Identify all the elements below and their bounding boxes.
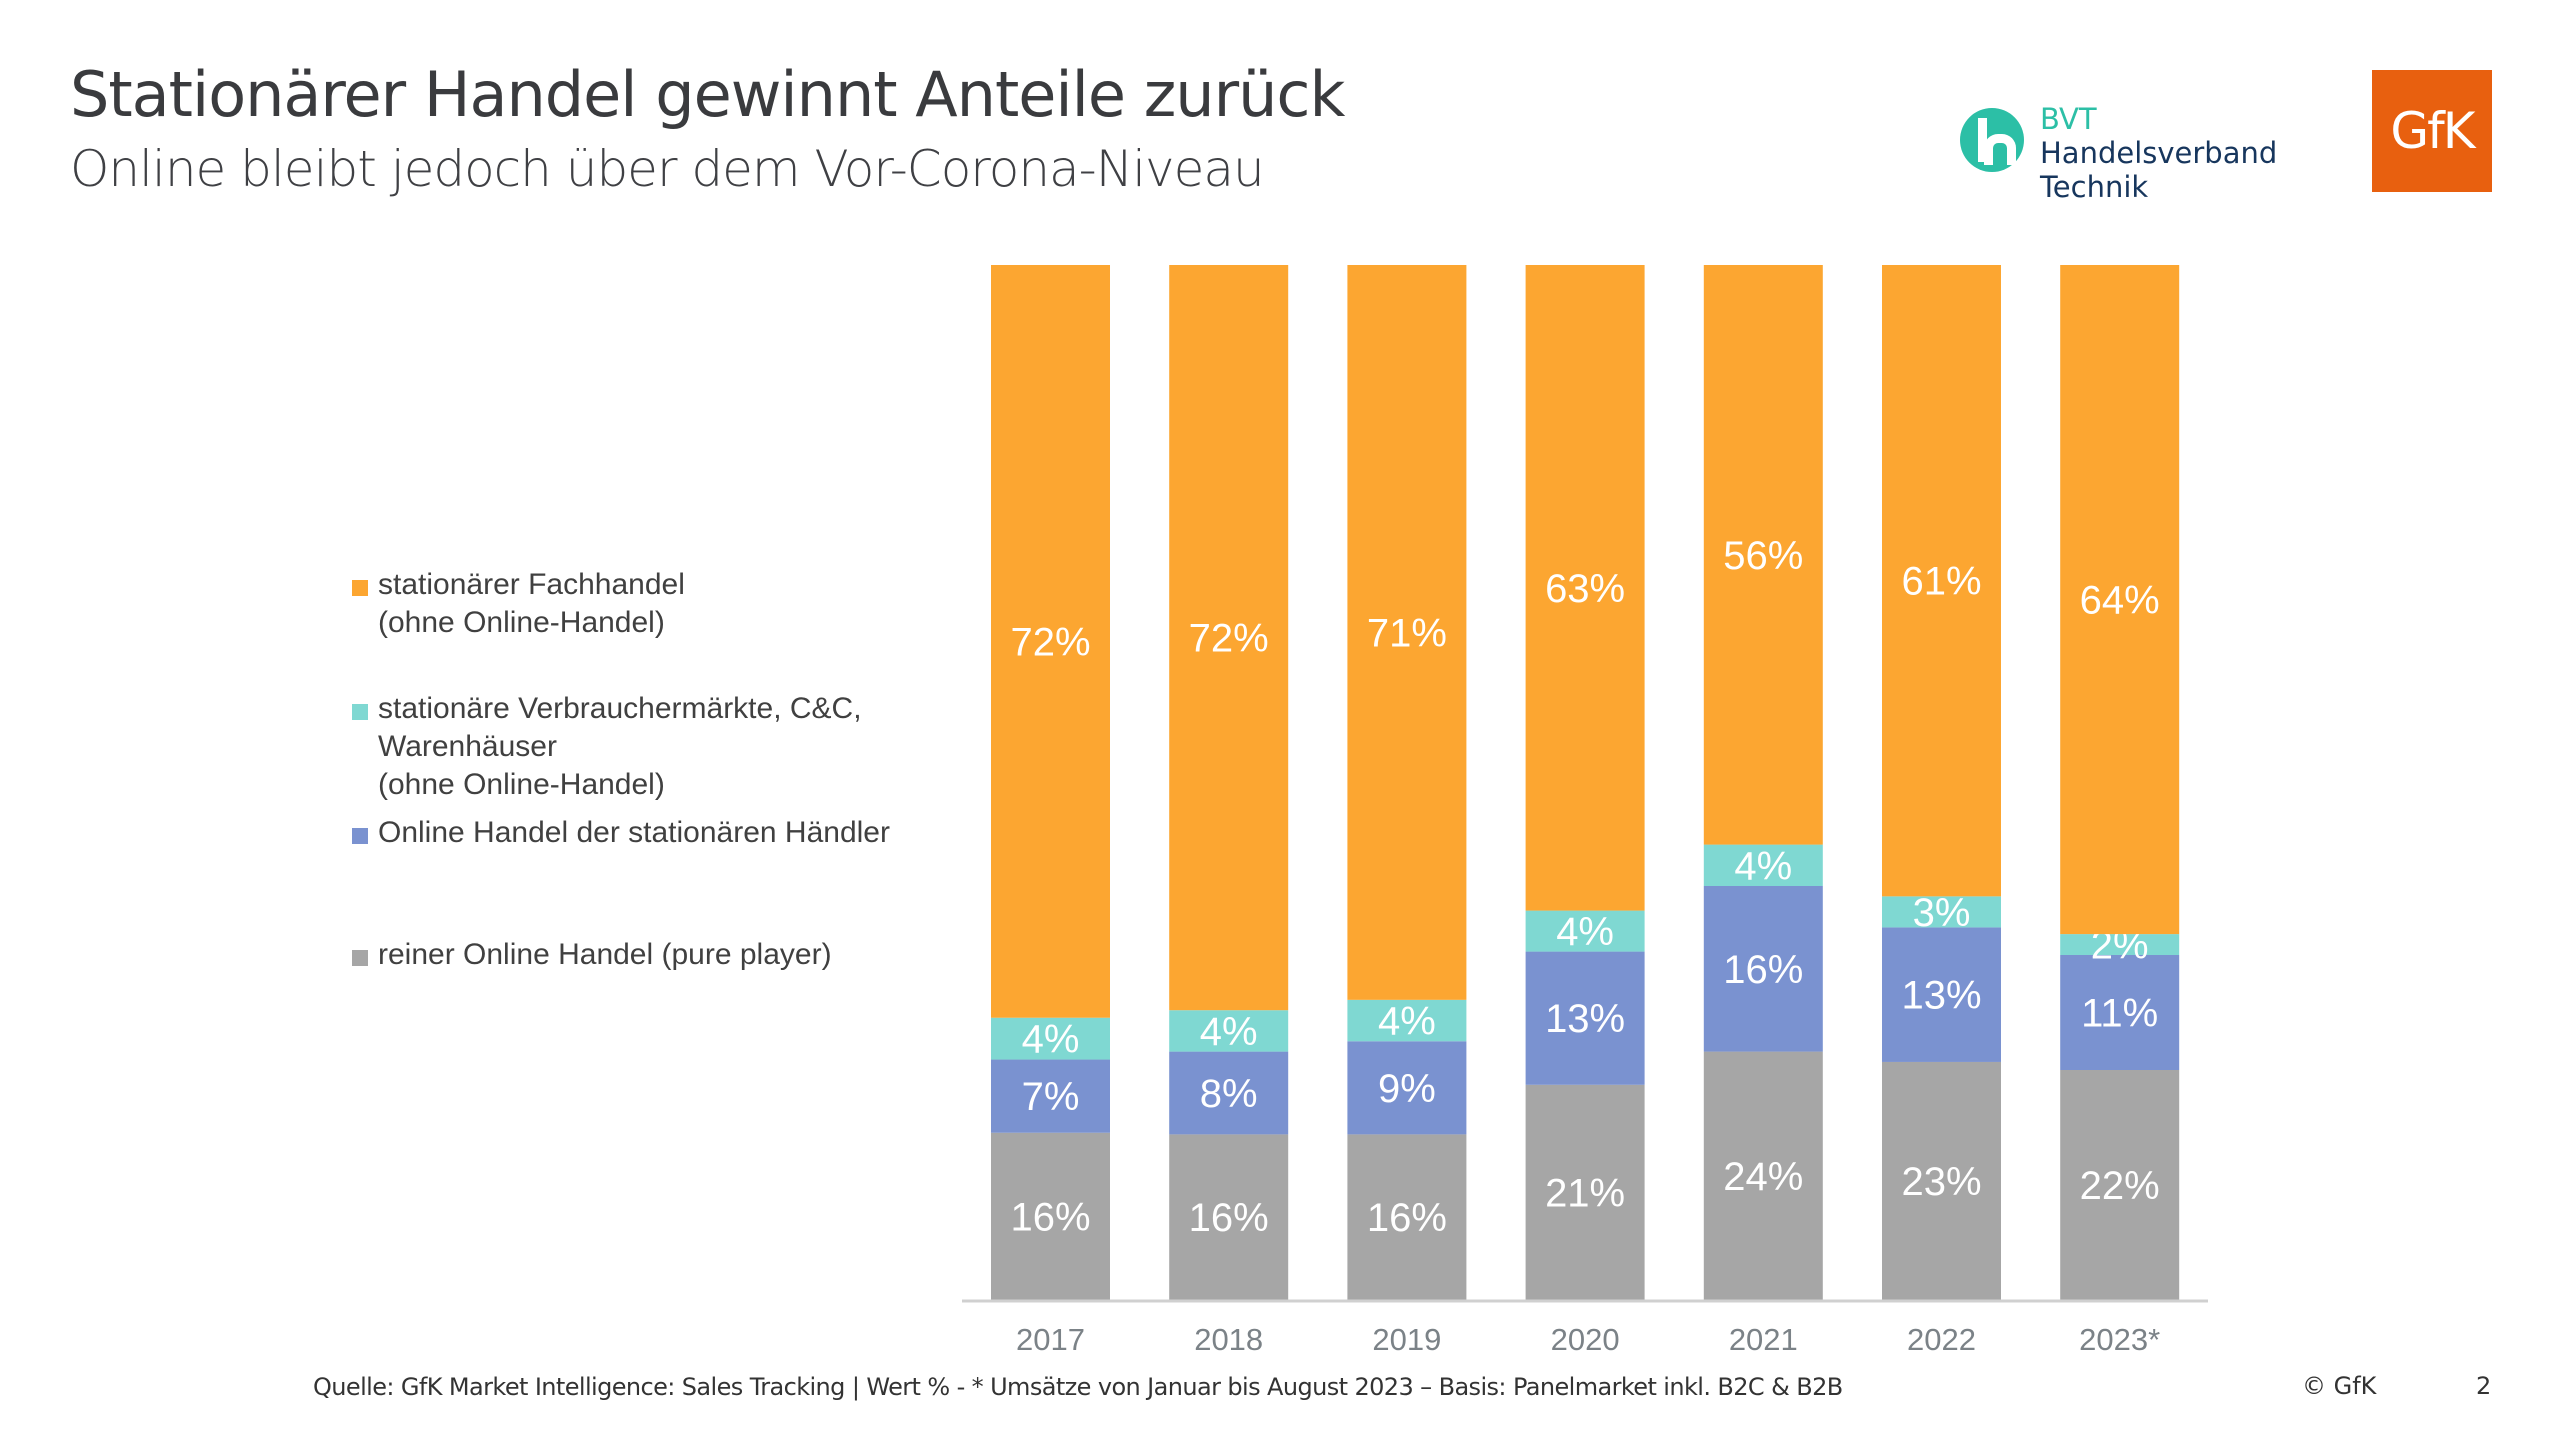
data-label-online-stationaer-2023: 11% [2081,992,2158,1036]
bar-segment-verbrauchermaerkte-2017 [991,1017,1110,1060]
data-label-online-stationaer-2018: 8% [1200,1072,1258,1116]
legend-swatch-fachhandel [352,580,368,596]
bar-segment-online-stationaer-2017 [991,1059,1110,1133]
data-label-verbrauchermaerkte-2018: 4% [1200,1010,1258,1054]
bar-segment-verbrauchermaerkte-2022 [1882,896,2001,928]
legend-label-online-stationaer: Online Handel der stationären Händler [378,816,890,849]
x-tick-label-2020: 2020 [1551,1322,1620,1357]
bvt-logo: BVT Handelsverband Technik [1960,102,2280,212]
x-tick-label-2023: 2023* [2079,1322,2160,1357]
bar-segment-verbrauchermaerkte-2020 [1525,910,1645,952]
legend-item-pure-player: reiner Online Handel (pure player) [352,936,832,974]
data-label-fachhandel-2018: 72% [1189,617,1269,661]
bvt-name-line2: Technik [2040,170,2149,204]
bar-segment-verbrauchermaerkte-2019 [1347,999,1467,1042]
copyright: © GfK [2302,1372,2377,1400]
legend-label-fachhandel: stationärer Fachhandel (ohne Online-Hand… [378,568,685,639]
data-label-fachhandel-2023: 64% [2080,579,2160,623]
bar-segment-online-stationaer-2022 [1882,927,2001,1062]
x-tick-label-2018: 2018 [1194,1322,1263,1357]
bar-segment-online-stationaer-2021 [1703,886,1823,1052]
data-label-pure-player-2017: 16% [1010,1195,1090,1239]
bar-segment-pure-player-2017 [991,1132,1110,1300]
bar-segment-fachhandel-2022 [1882,265,2001,897]
legend-label-verbrauchermaerkte: stationäre Verbrauchermärkte, C&C, Waren… [378,692,862,801]
bar-segment-pure-player-2023 [2060,1070,2180,1300]
bar-segment-pure-player-2018 [1169,1134,1289,1300]
bar-segment-pure-player-2020 [1525,1084,1645,1300]
bar-segment-fachhandel-2023 [2060,265,2180,935]
bvt-logo-text: BVT Handelsverband Technik [2040,102,2277,204]
page-subtitle: Online bleibt jedoch über dem Vor-Corona… [70,140,1265,198]
x-tick-label-2017: 2017 [1016,1322,1085,1357]
bar-segment-online-stationaer-2020 [1525,951,1645,1085]
bar-segment-verbrauchermaerkte-2018 [1169,1010,1289,1052]
data-label-verbrauchermaerkte-2021: 4% [1734,844,1792,888]
legend-swatch-pure-player [352,950,368,966]
bar-segment-verbrauchermaerkte-2021 [1703,844,1823,886]
data-label-fachhandel-2019: 71% [1367,611,1447,655]
bar-segment-online-stationaer-2019 [1347,1041,1467,1135]
legend-item-fachhandel: stationärer Fachhandel (ohne Online-Hand… [352,566,685,642]
bvt-name-line1: Handelsverband [2040,136,2278,170]
data-label-verbrauchermaerkte-2020: 4% [1556,910,1614,954]
x-tick-label-2021: 2021 [1729,1322,1798,1357]
bar-segment-fachhandel-2018 [1169,265,1289,1011]
data-label-online-stationaer-2019: 9% [1378,1067,1436,1111]
data-label-fachhandel-2017: 72% [1010,620,1090,664]
data-label-verbrauchermaerkte-2022: 3% [1913,891,1971,935]
data-label-fachhandel-2021: 56% [1723,534,1803,578]
data-label-verbrauchermaerkte-2017: 4% [1022,1018,1080,1062]
x-tick-label-2022: 2022 [1907,1322,1976,1357]
data-label-online-stationaer-2022: 13% [1901,974,1981,1018]
bar-segment-fachhandel-2021 [1703,265,1823,845]
legend-swatch-online-stationaer [352,828,368,844]
bvt-abbr: BVT [2040,102,2097,136]
data-label-online-stationaer-2017: 7% [1022,1075,1080,1119]
legend-label-pure-player: reiner Online Handel (pure player) [378,938,832,971]
bar-segment-pure-player-2019 [1347,1134,1467,1300]
data-label-pure-player-2020: 21% [1545,1171,1625,1215]
bvt-h-icon [1960,108,2024,172]
data-label-fachhandel-2022: 61% [1901,560,1981,604]
gfk-logo: GfK [2372,70,2492,192]
legend-item-online-stationaer: Online Handel der stationären Händler [352,814,890,852]
data-label-pure-player-2018: 16% [1189,1196,1269,1240]
data-label-online-stationaer-2021: 16% [1723,948,1803,992]
bar-segment-verbrauchermaerkte-2023 [2060,934,2180,955]
bar-segment-online-stationaer-2023 [2060,955,2180,1070]
bar-segment-fachhandel-2017 [991,265,1110,1018]
data-label-pure-player-2021: 24% [1723,1155,1803,1199]
bar-segment-fachhandel-2019 [1347,265,1467,1000]
bar-segment-online-stationaer-2018 [1169,1051,1289,1135]
bar-segment-pure-player-2022 [1882,1061,2001,1300]
legend-item-verbrauchermaerkte: stationäre Verbrauchermärkte, C&C, Waren… [352,690,862,804]
data-label-pure-player-2023: 22% [2080,1164,2160,1208]
data-label-online-stationaer-2020: 13% [1545,997,1625,1041]
page-title: Stationärer Handel gewinnt Anteile zurüc… [70,58,1345,131]
legend-swatch-verbrauchermaerkte [352,704,368,720]
data-label-pure-player-2019: 16% [1367,1196,1447,1240]
data-label-pure-player-2022: 23% [1901,1160,1981,1204]
bar-segment-fachhandel-2020 [1525,265,1645,911]
source-note: Quelle: GfK Market Intelligence: Sales T… [313,1373,1843,1401]
data-label-verbrauchermaerkte-2019: 4% [1378,1000,1436,1044]
data-label-fachhandel-2020: 63% [1545,567,1625,611]
x-tick-label-2019: 2019 [1372,1322,1441,1357]
bar-segment-pure-player-2021 [1703,1051,1823,1300]
page-number: 2 [2476,1372,2492,1400]
